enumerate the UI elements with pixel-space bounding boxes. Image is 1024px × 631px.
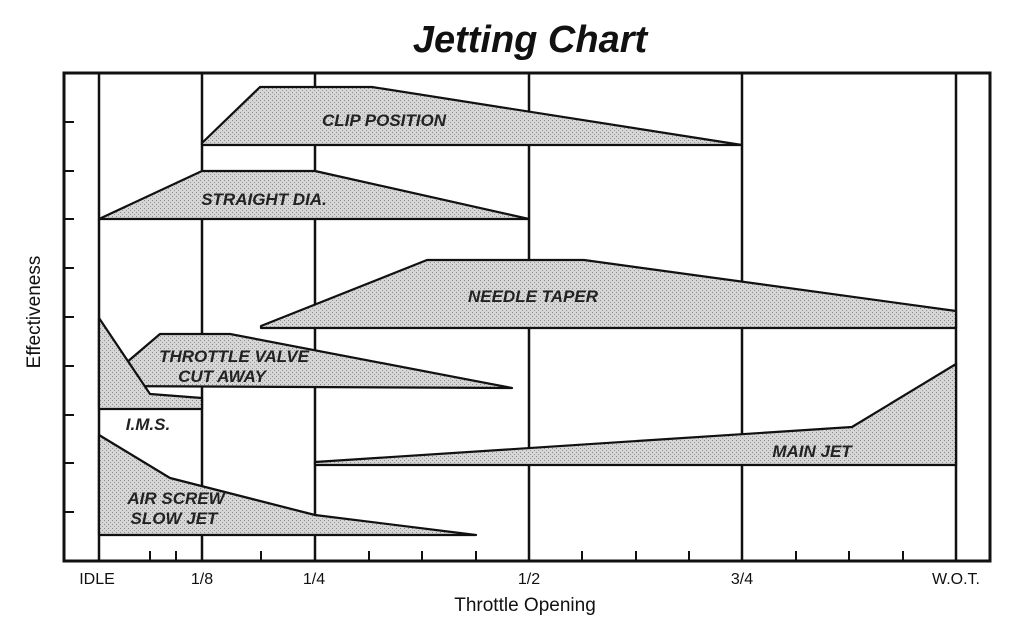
y-ticks <box>64 121 74 513</box>
band-straight-dia <box>97 169 531 221</box>
band-label-ims: I.M.S. <box>126 415 170 434</box>
chart-title: Jetting Chart <box>413 19 649 61</box>
x-axis-title: Throttle Opening <box>454 595 596 616</box>
x-ticks <box>149 551 904 561</box>
band-main-jet <box>313 362 958 467</box>
band-label-clip-position: CLIP POSITION <box>322 111 447 130</box>
x-tick-label-1-4: 1/4 <box>303 571 325 588</box>
band-ims <box>97 316 204 411</box>
band-label-straight-dia: STRAIGHT DIA. <box>201 190 327 209</box>
x-tick-label-1-2: 1/2 <box>518 571 540 588</box>
band-label-throttle-valve: THROTTLE VALVE CUT AWAY <box>159 347 310 386</box>
x-tick-label-3-4: 3/4 <box>731 571 753 588</box>
band-air-screw <box>97 433 478 537</box>
band-needle-taper <box>259 258 958 330</box>
x-tick-label-idle: IDLE <box>79 571 115 588</box>
band-label-main-jet: MAIN JET <box>772 442 853 461</box>
band-throttle-valve <box>97 332 514 390</box>
x-tick-label-wot: W.O.T. <box>932 571 980 588</box>
band-label-needle-taper: NEEDLE TAPER <box>468 287 599 306</box>
y-axis-title: Effectiveness <box>24 256 45 369</box>
band-label-air-screw: AIR SCREW SLOW JET <box>126 489 226 528</box>
band-clip-position <box>200 85 744 147</box>
x-tick-label-1-8: 1/8 <box>191 571 213 588</box>
